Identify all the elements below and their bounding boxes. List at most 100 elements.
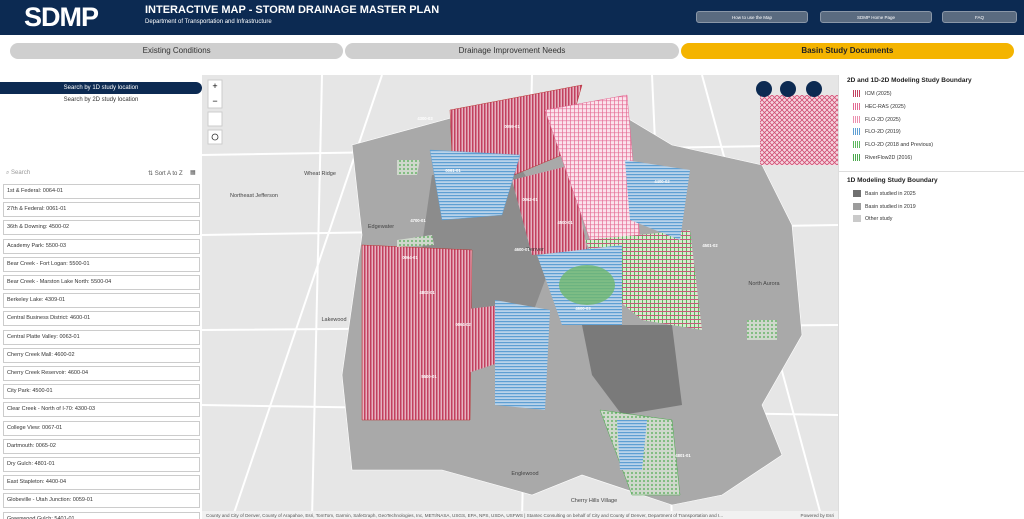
- map-controls: + −: [207, 79, 822, 145]
- zoom-control[interactable]: [207, 79, 223, 109]
- search-row: ⌕ Search ⇅ Sort A to Z ▦: [2, 169, 200, 181]
- divider: [839, 170, 1024, 172]
- legend-label: ICM (2025): [865, 91, 892, 97]
- study-area: [760, 95, 838, 165]
- location-item[interactable]: Dartmouth: 0065-02: [3, 438, 200, 454]
- search-mode[interactable]: Search by 2D study location: [63, 97, 139, 103]
- location-item[interactable]: Dry Gulch: 4801-01: [3, 457, 200, 472]
- legend-label: HEC-RAS (2025): [865, 103, 906, 110]
- zoom-in[interactable]: +: [212, 81, 217, 91]
- legend-swatch: [853, 202, 861, 210]
- sort-label: Sort A to Z: [154, 171, 183, 177]
- legend-swatch: [853, 90, 861, 97]
- legend-swatch: [853, 102, 861, 110]
- location-item[interactable]: Berkeley Lake: 4309-01: [3, 293, 200, 309]
- place-label: Denver: [526, 247, 544, 253]
- basin-label: 4400-02: [654, 179, 670, 184]
- legend-label: RiverFlow2D (2016): [865, 155, 913, 161]
- map-labels: Wheat Ridge Northeast Jefferson Edgewater L…: [230, 116, 780, 504]
- location-item[interactable]: East Stapleton: 4400-04: [3, 475, 200, 491]
- study-area: [559, 265, 615, 305]
- legend-label: Other study: [865, 216, 893, 223]
- basin-label: 0062-01: [522, 197, 538, 202]
- legend-label: FLO-2D (2018 and Previous): [865, 142, 934, 149]
- location-item[interactable]: Globeville - Utah Junction: 0059-01: [3, 493, 200, 509]
- tab-bar: Existing Conditions Drainage Improvement …: [10, 43, 1014, 59]
- basin-label: 5500-01: [421, 374, 437, 379]
- location-item[interactable]: Clear Creek - North of I-70: 4300-03: [3, 402, 200, 418]
- location-item[interactable]: 1st & Federal: 0064-01: [3, 184, 200, 199]
- attribution: County and City of Denver, County of Ara…: [206, 513, 723, 518]
- basin-label: 4501-02: [702, 243, 718, 248]
- location-item[interactable]: Central Platte Valley: 0063-01: [3, 329, 200, 345]
- study-area: [625, 160, 690, 240]
- location-item[interactable]: Academy Park: 5500-03: [3, 238, 200, 254]
- legend: 2D and 1D-2D Modeling Study Boundary ICM …: [838, 75, 1024, 519]
- search-mode[interactable]: Search by 1D study location: [0, 82, 202, 94]
- location-item[interactable]: City Park: 4500-01: [3, 384, 200, 400]
- grid-toggle[interactable]: ▦: [190, 170, 196, 176]
- sidebar: Search by 1D study location Search by 2D…: [0, 82, 202, 519]
- locate-icon: [211, 133, 219, 141]
- home-button[interactable]: [207, 111, 223, 127]
- legend-label: Basin studied in 2019: [865, 203, 916, 210]
- map-tool[interactable]: [780, 81, 796, 97]
- study-area: [429, 149, 521, 221]
- tab[interactable]: Existing Conditions: [10, 43, 344, 59]
- study-area: [617, 420, 647, 470]
- study-area: [495, 300, 550, 410]
- header: SDMP INTERACTIVE MAP - STORM DRAINAGE MA…: [0, 0, 1024, 35]
- legend-title: 1D Modeling Study Boundary: [847, 176, 938, 184]
- legend-swatch: [853, 215, 861, 223]
- place-label: Englewood: [511, 471, 538, 477]
- map-tool[interactable]: [806, 81, 822, 97]
- basin-label: 4802-01: [419, 290, 435, 295]
- app-subtitle: Department of Transportation and Infrast…: [145, 19, 272, 25]
- tab[interactable]: Drainage Improvement Needs: [345, 43, 679, 59]
- basin-label: 0064-02: [455, 322, 471, 327]
- place-label: Northeast Jefferson: [230, 193, 278, 199]
- location-item[interactable]: Cherry Creek Mall: 4600-02: [3, 347, 200, 363]
- legend-swatch: [853, 128, 861, 136]
- map-tool[interactable]: [756, 81, 772, 97]
- study-area: [361, 244, 473, 421]
- basin-label: 4700-01: [410, 218, 426, 223]
- locate-button[interactable]: [207, 129, 223, 145]
- attribution-bar: [202, 511, 838, 519]
- legend-label: FLO-2D (2025): [865, 116, 901, 123]
- sort-button[interactable]: ⇅ Sort A to Z: [148, 171, 183, 177]
- legend-label: FLO-2D (2019): [865, 129, 901, 136]
- app-title: INTERACTIVE MAP - STORM DRAINAGE MASTER …: [145, 4, 440, 16]
- place-label: Cherry Hills Village: [571, 498, 617, 504]
- location-item[interactable]: Central Business District: 4600-01: [3, 311, 200, 327]
- basin-area: [582, 325, 682, 415]
- location-item[interactable]: Cherry Creek Reservoir: 4600-04: [3, 366, 200, 381]
- location-item[interactable]: Bear Creek - Marston Lake North: 5500-04: [3, 275, 200, 290]
- location-item[interactable]: Greenwood Gulch: 5401-01: [3, 511, 200, 519]
- location-item[interactable]: College View: 0067-01: [3, 420, 200, 436]
- powered-by: Powered by Esri: [801, 513, 834, 518]
- location-item[interactable]: 27th & Federal: 0061-01: [3, 202, 200, 218]
- logo[interactable]: SDMP: [24, 2, 99, 32]
- basin-label: 0064-01: [402, 255, 418, 260]
- location-item[interactable]: Bear Creek - Fort Logan: 5500-01: [3, 256, 200, 272]
- header-button[interactable]: FAQ: [942, 11, 1017, 23]
- place-label: North Aurora: [748, 281, 780, 287]
- search-input[interactable]: ⌕ Search: [6, 170, 31, 176]
- basin-label: 4600-03: [575, 306, 591, 311]
- legend-swatch: [853, 141, 861, 149]
- legend-swatch: [853, 189, 861, 197]
- legend-label: Basin studied in 2025: [865, 190, 916, 197]
- header-button[interactable]: How to use the Map: [696, 11, 808, 23]
- place-label: Wheat Ridge: [304, 171, 336, 177]
- tab[interactable]: Basin Study Documents: [680, 43, 1014, 59]
- location-item[interactable]: 36th & Downing: 4500-02: [3, 220, 200, 236]
- legend-title: 2D and 1D-2D Modeling Study Boundary: [847, 77, 972, 84]
- basin-label: 4500-01: [557, 220, 573, 225]
- zoom-out[interactable]: −: [212, 96, 217, 106]
- basin-label: 0061-01: [445, 168, 461, 173]
- map: + − Wheat Ridge Northeast Jefferson Edgewa…: [202, 75, 838, 519]
- header-button[interactable]: SDMP Home Page: [820, 11, 932, 23]
- legend-swatch: [853, 154, 861, 161]
